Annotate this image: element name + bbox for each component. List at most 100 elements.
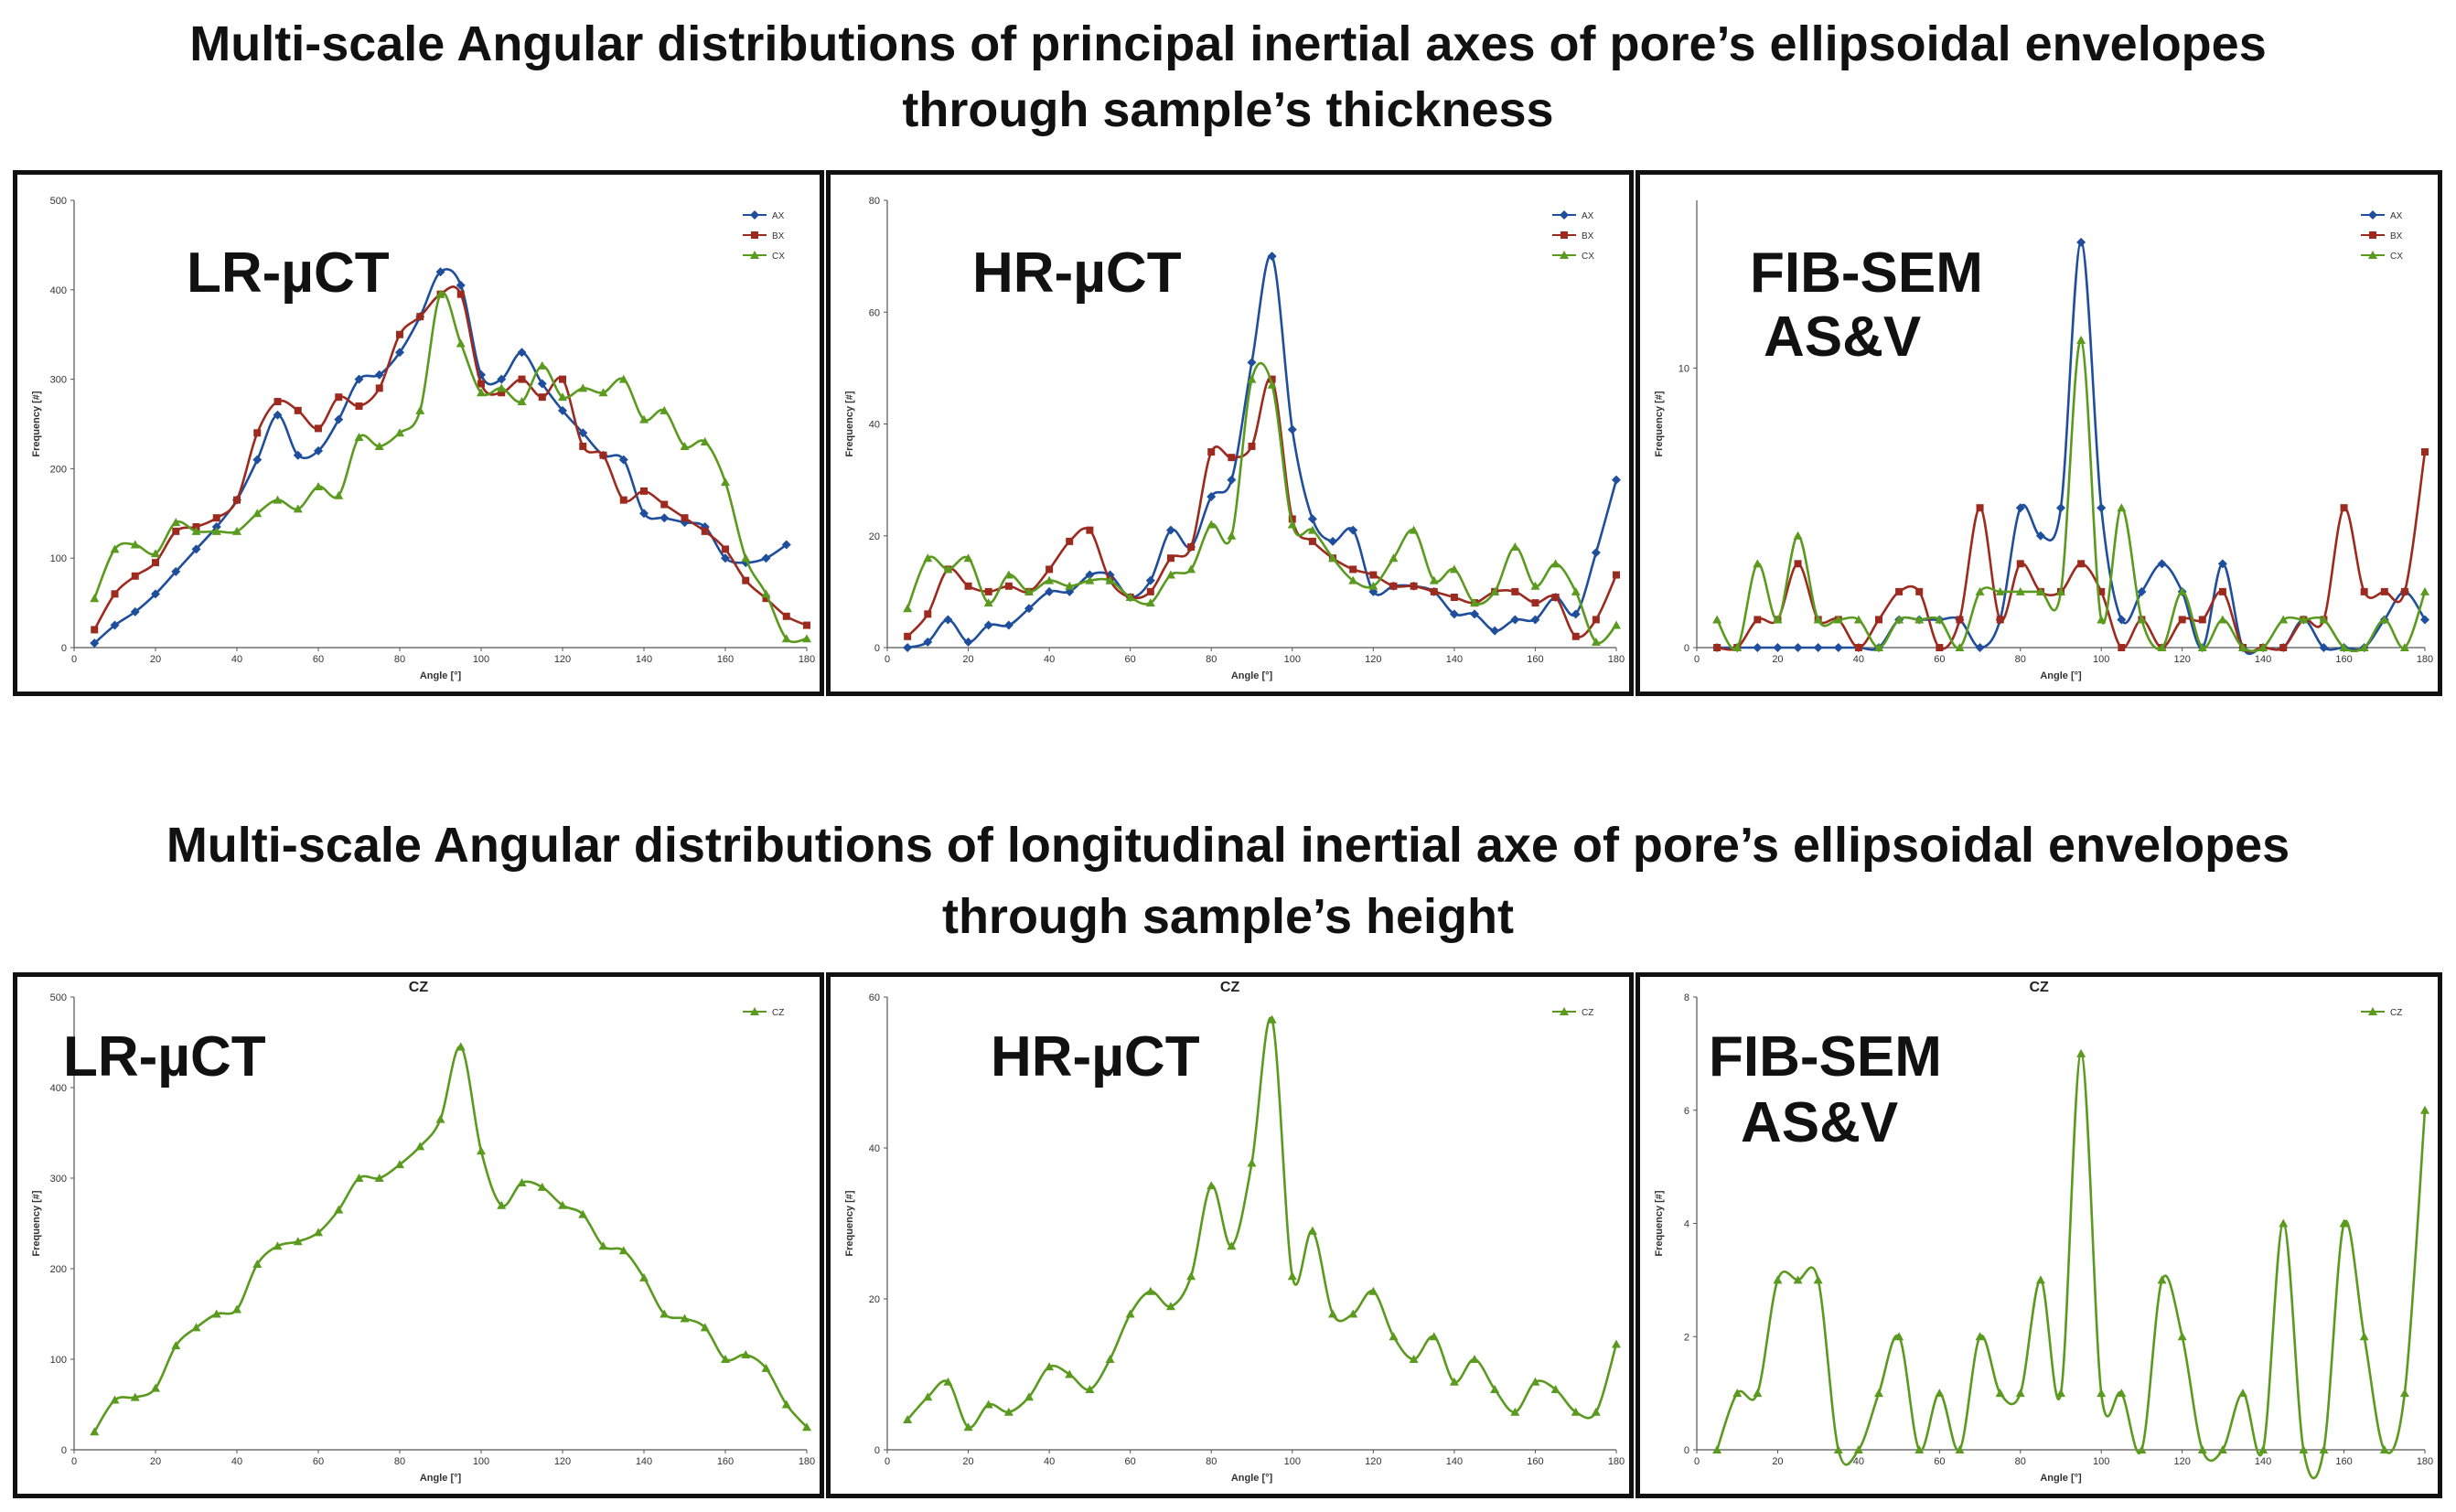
top-section-title-line1: Multi-scale Angular distributions of pri… (189, 16, 2267, 71)
series-cz-point (1186, 1271, 1196, 1281)
series-cx-point (680, 441, 690, 450)
series-bx-point (1268, 375, 1276, 383)
series-cz-point (314, 1228, 323, 1237)
legend-bx-point (1560, 231, 1568, 239)
series-cx-point (1105, 575, 1115, 584)
y-tick-label: 60 (869, 307, 880, 318)
x-tick-label: 80 (394, 654, 405, 665)
series-bx-point (579, 442, 587, 450)
series-cz-point (1227, 1241, 1237, 1250)
series-cz-point (1874, 1389, 1883, 1398)
series-cx-point (435, 289, 445, 298)
x-tick-label: 120 (2173, 1456, 2190, 1467)
panel-label-lr-uct: LR-µCT (187, 241, 390, 305)
x-tick-label: 120 (554, 1456, 571, 1467)
series-cx-point (415, 405, 425, 414)
series-ax-point (963, 637, 973, 647)
series-cx-point (598, 388, 608, 397)
series-cx-point (802, 634, 811, 643)
chart-title: CZ (2029, 980, 2049, 995)
series-ax-point (1773, 643, 1783, 652)
series-cz-point (1267, 1014, 1277, 1024)
series-cx-point (1470, 598, 1480, 607)
series-bx-point (681, 514, 689, 522)
series-line-bx (93, 285, 808, 631)
y-tick-label: 500 (50, 196, 67, 207)
series-cz-point (1490, 1385, 1500, 1393)
series-cz-point (1429, 1332, 1439, 1341)
x-tick-label: 80 (1206, 654, 1217, 665)
series-cz-point (1935, 1389, 1945, 1398)
series-bx-point (984, 587, 992, 595)
series-cx-point (700, 437, 710, 446)
chart-bottom-fib: 0 20 40 60 80 100 120 140 160 180 0 2 4 6 8 Angle [°] Fr… (1654, 980, 2433, 1484)
series-cz-point (1105, 1355, 1115, 1363)
series-cx-point (963, 553, 973, 563)
series-cz-point (334, 1205, 344, 1214)
series-ax-point (435, 267, 445, 277)
series-cx-point (232, 526, 241, 535)
x-tick-label: 160 (2335, 654, 2352, 665)
x-tick-label: 180 (1608, 654, 1625, 665)
series-cz-point (1409, 1355, 1419, 1363)
series-bx-point (2218, 587, 2226, 595)
x-tick-label: 0 (71, 1456, 77, 1467)
x-tick-label: 180 (2417, 1456, 2433, 1467)
x-tick-label: 100 (2093, 1456, 2109, 1467)
x-tick-label: 120 (554, 654, 571, 665)
series-ax-point (1328, 536, 1338, 546)
series-cz-point (963, 1422, 973, 1432)
y-tick-label: 20 (869, 1294, 880, 1305)
series-ax-point (680, 518, 690, 528)
x-tick-label: 140 (636, 654, 652, 665)
x-tick-label: 80 (1206, 1456, 1217, 1467)
series-cx-point (1165, 570, 1175, 579)
series-ax-point (1591, 548, 1601, 558)
series-cx-point (2359, 643, 2369, 651)
series-bx-point (335, 393, 343, 402)
series-cx-point (1003, 570, 1014, 579)
series-cx-point (558, 392, 567, 402)
series-bx-point (2016, 560, 2024, 568)
series-bx-point (619, 496, 627, 504)
x-tick-label: 40 (1044, 1456, 1055, 1467)
series-cz-point (2359, 1332, 2369, 1341)
series-cx-point (2379, 615, 2389, 624)
series-bx-point (1875, 616, 1882, 624)
x-tick-label: 20 (1772, 1456, 1783, 1467)
series-ax-point (1449, 609, 1459, 619)
y-tick-label: 8 (1684, 992, 1689, 1003)
series-bx-point (1308, 537, 1316, 545)
legend-cx-point (1560, 251, 1569, 259)
x-tick-label: 0 (71, 654, 77, 665)
series-cz-point (211, 1309, 221, 1318)
series-cz-point (171, 1341, 181, 1350)
series-cx-point (721, 477, 730, 487)
series-bx-point (294, 406, 302, 414)
series-cz-point (1470, 1355, 1480, 1363)
series-bx-point (742, 576, 750, 584)
legend-cz-point (750, 1007, 759, 1015)
series-bx-point (1207, 448, 1216, 456)
series-bx-point (1854, 644, 1862, 651)
series-bx-point (1166, 554, 1174, 563)
x-tick-label: 20 (150, 1456, 161, 1467)
series-bx-point (172, 527, 180, 535)
x-axis-label: Angle [°] (420, 1473, 462, 1484)
x-tick-label: 180 (1608, 1456, 1625, 1467)
series-cz-point (537, 1182, 547, 1191)
series-cx-point (1612, 620, 1621, 629)
series-cx-point (1712, 615, 1722, 624)
series-cz-point (1530, 1377, 1540, 1386)
y-tick-label: 80 (869, 196, 880, 207)
panel-label-hr-uct-bottom: HR-µCT (991, 1025, 1200, 1088)
series-bx-point (1976, 504, 1984, 512)
series-cx-point (2177, 586, 2187, 595)
y-tick-label: 20 (869, 531, 880, 542)
series-cx-point (923, 553, 933, 563)
series-ax-point (1003, 620, 1014, 630)
series-cz-point (943, 1377, 953, 1386)
top-section-title-line2: through sample’s thickness (902, 82, 1554, 137)
series-cz-point (1612, 1339, 1621, 1348)
y-tick-label: 10 (1678, 363, 1689, 374)
